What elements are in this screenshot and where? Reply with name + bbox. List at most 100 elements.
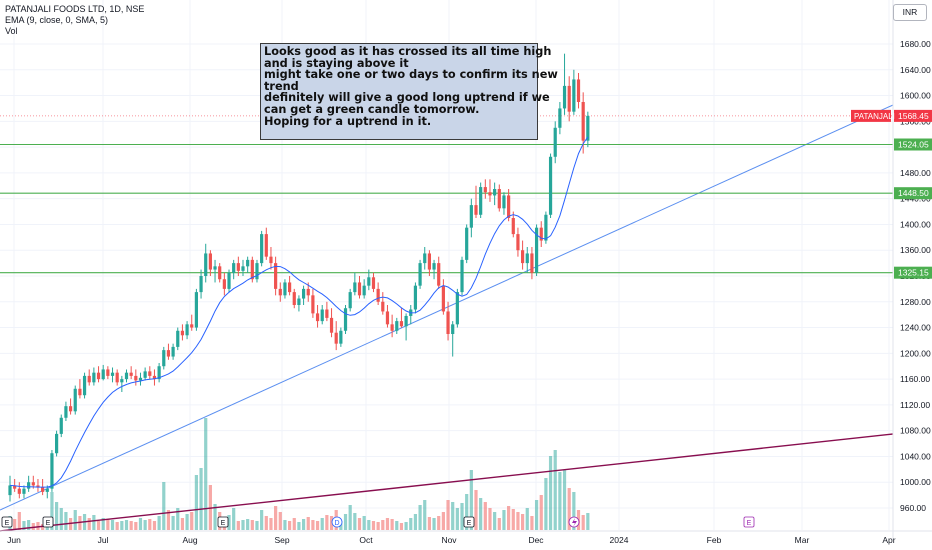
volume-bar bbox=[371, 521, 376, 530]
volume-bar bbox=[581, 515, 585, 530]
candle-body bbox=[288, 282, 292, 293]
note-line: and is staying above it bbox=[264, 56, 409, 70]
note-line: might take one or two days to confirm it… bbox=[264, 68, 558, 82]
candle-body bbox=[269, 256, 273, 264]
earnings-icon bbox=[42, 516, 54, 528]
price-tick-label: 1080.00 bbox=[900, 426, 931, 436]
candle-body bbox=[502, 195, 506, 209]
volume-bar bbox=[353, 513, 357, 530]
price-trend-line bbox=[0, 104, 894, 511]
candle-body bbox=[45, 488, 49, 492]
candle-body bbox=[194, 292, 198, 328]
candle-body bbox=[460, 259, 464, 293]
volume-bars bbox=[8, 418, 590, 530]
note-line: Looks good as it has crossed its all tim… bbox=[264, 45, 552, 58]
volume-bar bbox=[409, 518, 413, 530]
candle-body bbox=[8, 485, 12, 496]
volume-bar bbox=[134, 522, 138, 530]
candle-body bbox=[55, 433, 59, 454]
candle-body bbox=[311, 295, 315, 314]
ema-indicator-label[interactable]: EMA (9, close, 0, SMA, 5) bbox=[5, 15, 109, 25]
candle-body bbox=[553, 127, 557, 157]
candle-body bbox=[367, 277, 371, 286]
chart-legend: PATANJALI FOODS LTD, 1D, NSE EMA (9, clo… bbox=[5, 4, 144, 37]
candle-body bbox=[567, 85, 571, 112]
volume-bar bbox=[493, 512, 497, 530]
volume-indicator-label[interactable]: Vol bbox=[5, 26, 18, 36]
price-tick-label: 1240.00 bbox=[900, 323, 931, 333]
annotation-note[interactable]: Looks good as it has crossed its all tim… bbox=[260, 43, 558, 140]
candle-body bbox=[418, 263, 422, 286]
candle-body bbox=[232, 263, 236, 273]
price-tick-label: 1040.00 bbox=[900, 451, 931, 461]
volume-bar bbox=[530, 516, 534, 530]
candle-body bbox=[50, 453, 54, 489]
volume-bar bbox=[283, 520, 287, 530]
marker-letter: E bbox=[221, 520, 226, 527]
candle-body bbox=[432, 263, 436, 270]
volume-bar bbox=[413, 514, 418, 530]
volume-bar bbox=[185, 514, 189, 530]
candle-body bbox=[162, 350, 166, 367]
volume-bar bbox=[138, 518, 143, 530]
candle-body bbox=[260, 234, 264, 264]
ema-line bbox=[9, 136, 589, 488]
volume-bar bbox=[427, 517, 431, 530]
volume-bar bbox=[399, 523, 404, 530]
volume-bar bbox=[213, 504, 217, 530]
level-tag-label: 1448.50 bbox=[898, 188, 929, 198]
candle-body bbox=[176, 330, 180, 347]
volume-bar bbox=[55, 502, 59, 530]
volume-bar bbox=[483, 502, 487, 530]
candle-body bbox=[120, 379, 124, 383]
volume-bar bbox=[236, 521, 240, 530]
candle-body bbox=[306, 288, 310, 296]
candle-body bbox=[474, 205, 478, 215]
candle-body bbox=[73, 388, 77, 412]
volume-bar bbox=[101, 518, 105, 530]
volume-bar bbox=[320, 518, 324, 530]
candle-body bbox=[343, 308, 348, 331]
candle-body bbox=[441, 285, 445, 312]
candle-body bbox=[423, 253, 427, 264]
candle-body bbox=[78, 388, 82, 396]
volume-bar bbox=[553, 450, 557, 530]
volume-bar bbox=[455, 508, 459, 530]
volume-bar bbox=[376, 522, 380, 530]
volume-bar bbox=[96, 521, 101, 530]
volume-bar bbox=[507, 506, 511, 530]
volume-bar bbox=[404, 522, 408, 530]
time-tick-label: Feb bbox=[707, 535, 722, 545]
candle-body bbox=[199, 276, 203, 293]
volume-bar bbox=[437, 516, 441, 530]
symbol-title[interactable]: PATANJALI FOODS LTD, 1D, NSE bbox=[5, 4, 145, 14]
volume-bar bbox=[31, 523, 35, 530]
volume-bar bbox=[329, 516, 334, 530]
volume-bar bbox=[157, 516, 161, 530]
candle-body bbox=[283, 282, 287, 296]
price-tick-label: 1000.00 bbox=[900, 477, 931, 487]
candle-body bbox=[521, 250, 525, 264]
marker-letter: E bbox=[5, 520, 10, 527]
volume-bar bbox=[204, 418, 208, 530]
candle-body bbox=[325, 309, 329, 318]
volume-bar bbox=[73, 510, 77, 530]
volume-bar bbox=[465, 494, 469, 530]
candle-body bbox=[479, 187, 483, 215]
volume-bar bbox=[572, 492, 576, 530]
volume-bar bbox=[166, 510, 171, 530]
candle-body bbox=[59, 417, 63, 434]
candle-body bbox=[437, 263, 441, 286]
time-tick-label: Jun bbox=[7, 535, 21, 545]
volume-bar bbox=[446, 500, 450, 530]
currency-button[interactable]: INR bbox=[893, 4, 927, 21]
volume-bar bbox=[278, 512, 282, 530]
volume-bar bbox=[274, 506, 278, 530]
time-tick-label: Dec bbox=[528, 535, 544, 545]
price-tick-label: 1640.00 bbox=[900, 65, 931, 75]
volume-bar bbox=[385, 518, 390, 530]
level-tag bbox=[894, 138, 932, 151]
volume-bar bbox=[92, 515, 96, 530]
candle-body bbox=[227, 272, 231, 289]
